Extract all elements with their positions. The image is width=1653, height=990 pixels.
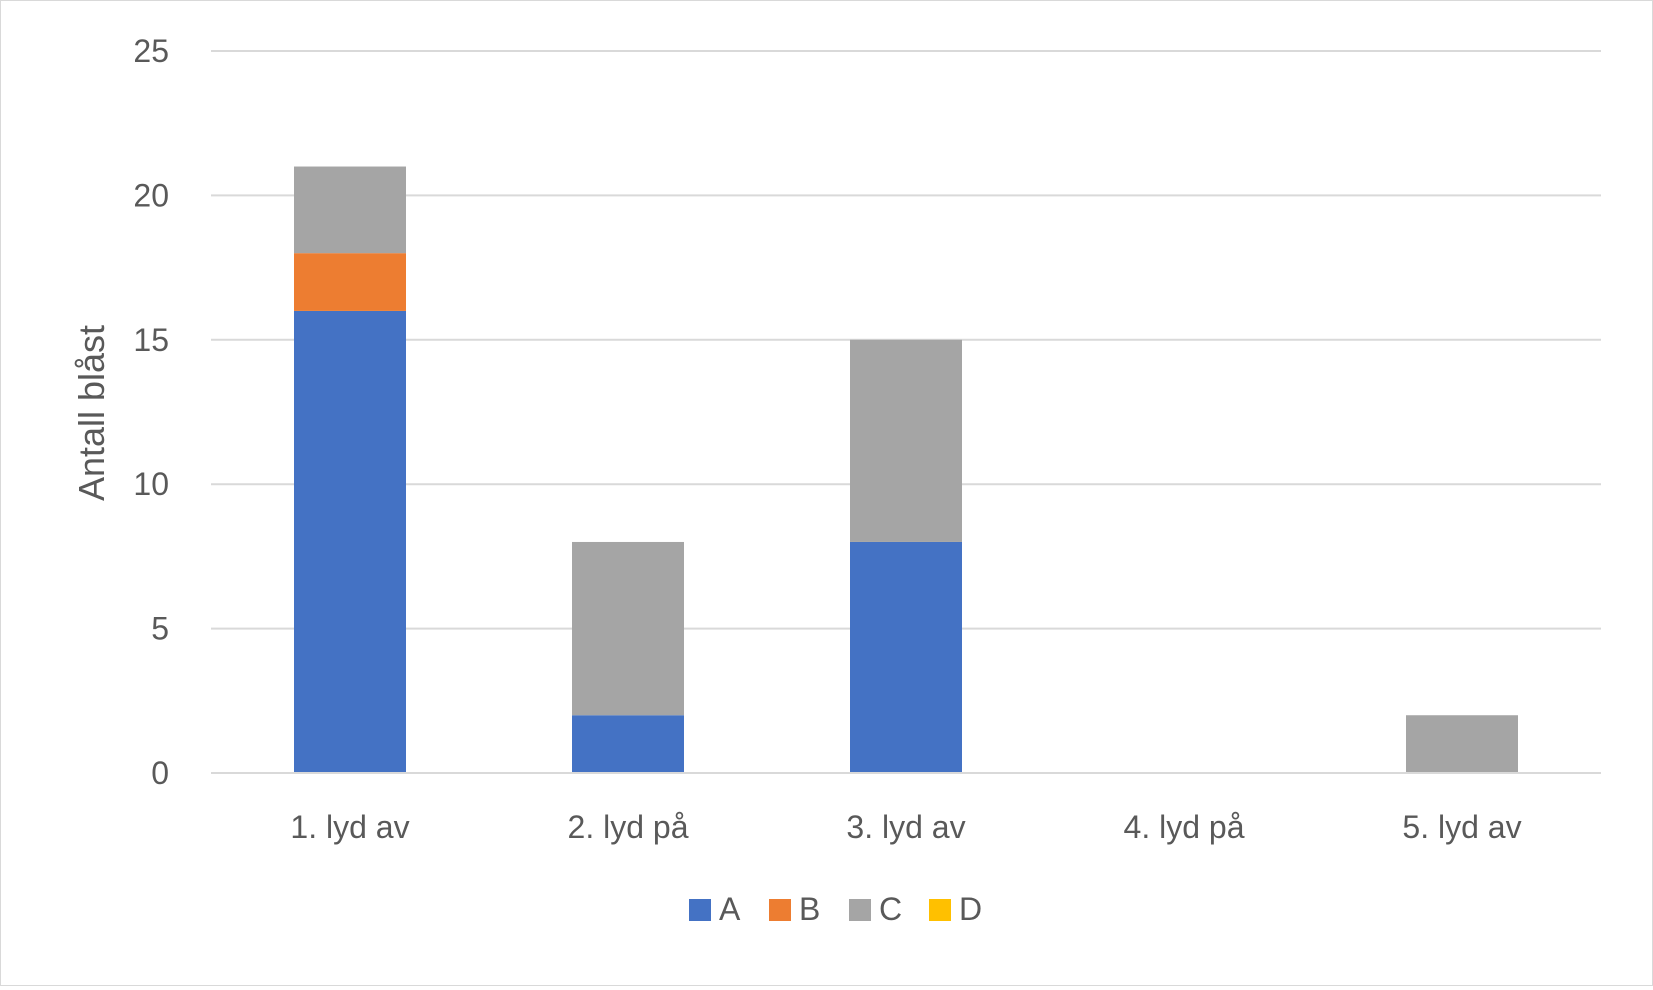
bar-segment-b — [294, 253, 406, 311]
legend-swatch — [689, 899, 711, 921]
x-tick-label: 5. lyd av — [1402, 809, 1521, 845]
legend-label: C — [879, 891, 902, 927]
legend-label: D — [959, 891, 982, 927]
legend-item-a: A — [689, 891, 741, 927]
y-axis-ticks: 0 5 10 15 20 25 — [133, 33, 169, 791]
x-tick-label: 2. lyd på — [568, 809, 689, 845]
y-tick-label: 25 — [133, 33, 169, 69]
y-tick-label: 20 — [133, 177, 169, 213]
legend-swatch — [769, 899, 791, 921]
legend-label: B — [799, 891, 820, 927]
bar-segment-a — [850, 541, 962, 773]
legend: A B C D — [689, 891, 982, 927]
bar-segment-c — [850, 339, 962, 542]
legend-item-c: C — [849, 891, 902, 927]
bar-segment-a — [294, 310, 406, 773]
x-tick-label: 1. lyd av — [290, 809, 409, 845]
x-axis-ticks: 1. lyd av 2. lyd på 3. lyd av 4. lyd på 5. l… — [290, 809, 1521, 845]
y-tick-label: 15 — [133, 322, 169, 358]
x-tick-label: 4. lyd på — [1124, 809, 1245, 845]
legend-item-b: B — [769, 891, 820, 927]
legend-swatch — [929, 899, 951, 921]
legend-label: A — [719, 891, 741, 927]
bar-segment-c — [572, 541, 684, 716]
y-tick-label: 0 — [151, 755, 169, 791]
bars — [211, 166, 1601, 774]
x-tick-label: 3. lyd av — [846, 809, 965, 845]
y-axis-label: Antall blåst — [71, 325, 112, 501]
bar-segment-a — [572, 715, 684, 773]
legend-item-d: D — [929, 891, 982, 927]
bar-segment-c — [294, 166, 406, 254]
y-tick-label: 5 — [151, 611, 169, 647]
bar-segment-c — [1406, 715, 1518, 773]
y-tick-label: 10 — [133, 466, 169, 502]
legend-swatch — [849, 899, 871, 921]
